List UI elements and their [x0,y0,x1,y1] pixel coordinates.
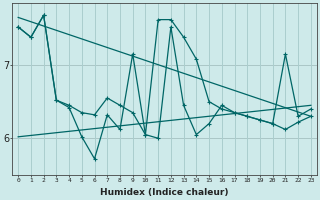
X-axis label: Humidex (Indice chaleur): Humidex (Indice chaleur) [100,188,229,197]
